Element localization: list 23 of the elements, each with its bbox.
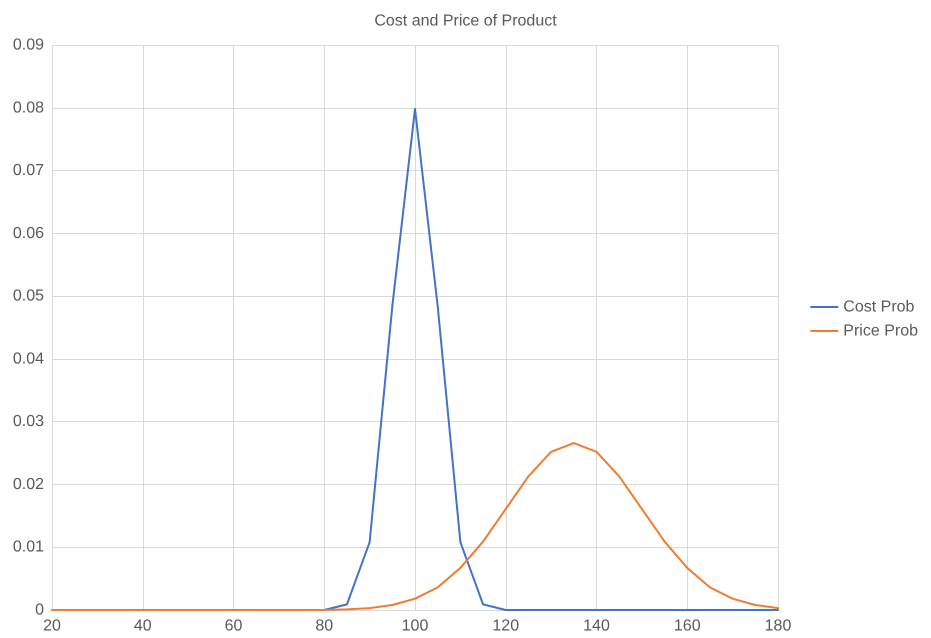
x-tick-label: 40 [134, 618, 152, 634]
y-tick-label: 0.05 [12, 288, 44, 305]
y-tick-label: 0.06 [12, 224, 44, 242]
y-tick-label: 0.03 [12, 413, 44, 430]
x-tick-label: 160 [674, 618, 701, 634]
x-tick-label: 120 [492, 618, 520, 634]
x-tick-label: 20 [43, 618, 61, 634]
y-tick-label: 0.04 [12, 350, 44, 368]
x-tick-label: 140 [583, 618, 610, 634]
x-tick-label: 60 [224, 618, 242, 634]
x-tick-label: 100 [402, 618, 428, 634]
legend-label: Cost Prob [843, 298, 915, 316]
y-tick-label: 0.02 [12, 476, 44, 493]
chart-title: Cost and Price of Product [374, 12, 558, 30]
line-series [51, 442, 779, 611]
y-tick-label: 0.08 [12, 99, 44, 116]
y-tick-label: 0 [35, 602, 44, 618]
y-tick-label: 0.01 [12, 538, 44, 556]
y-tick-label: 0.09 [12, 36, 44, 54]
x-tick-label: 80 [315, 618, 334, 634]
legend-label: Price Prob [843, 322, 918, 340]
x-tick-label: 180 [764, 618, 792, 634]
y-tick-label: 0.07 [12, 162, 44, 180]
